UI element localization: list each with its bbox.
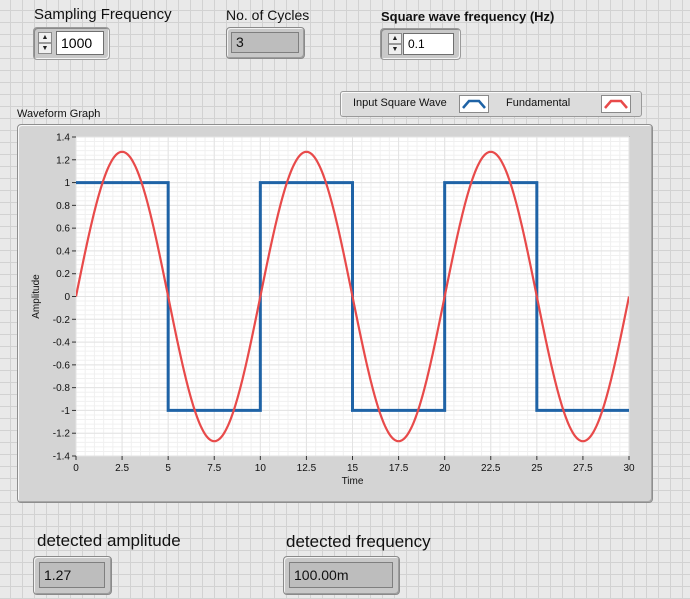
square-wave-frequency-input[interactable]: 0.1 (403, 33, 454, 55)
decrement-arrow-icon[interactable]: ▼ (39, 43, 51, 53)
x-tick-label: 17.5 (389, 463, 409, 474)
detected-amplitude-label: detected amplitude (37, 531, 181, 550)
graph-title: Waveform Graph (17, 108, 101, 120)
square-wave-frequency-control: ▲ ▼ 0.1 (380, 28, 461, 60)
legend-label-input-square-wave: Input Square Wave (353, 97, 447, 109)
detected-frequency-value: 100.00m (289, 562, 393, 588)
sampling-frequency-control: ▲ ▼ 1000 (33, 27, 110, 60)
detected-frequency-label: detected frequency (286, 532, 431, 551)
y-tick-label: 0 (64, 292, 70, 303)
line-swatch-icon (462, 99, 486, 109)
square-wave-frequency-label: Square wave frequency (Hz) (381, 9, 555, 24)
num-cycles-value: 3 (231, 32, 299, 53)
x-tick-label: 2.5 (115, 463, 129, 474)
legend-swatch-fundamental[interactable] (601, 95, 631, 113)
num-cycles-indicator: 3 (226, 27, 305, 59)
y-tick-label: 1 (64, 178, 70, 189)
y-tick-label: -1 (61, 406, 70, 417)
waveform-plot[interactable]: 0 2.5 5 7.5 10 12.5 15 17.5 20 22.5 25 27.5 301.41.2… (18, 125, 652, 502)
y-tick-label: 0.4 (56, 246, 70, 257)
x-tick-label: 7.5 (207, 463, 221, 474)
y-tick-label: -1.2 (53, 429, 71, 440)
waveform-graph[interactable]: 0 2.5 5 7.5 10 12.5 15 17.5 20 22.5 25 27.5 30 1.4 1.2… (17, 124, 653, 503)
sampling-frequency-input[interactable]: 1000 (56, 31, 104, 55)
detected-frequency-indicator: 100.00m (283, 556, 400, 595)
plot-legend[interactable]: Input Square Wave Fundamental (340, 91, 642, 117)
y-axis-label: Amplitude (31, 274, 42, 319)
x-tick-label: 30 (623, 463, 635, 474)
y-tick-label: 0.8 (56, 201, 70, 212)
x-tick-label: 25 (531, 463, 543, 474)
sampling-frequency-label: Sampling Frequency (34, 6, 172, 23)
detected-amplitude-value: 1.27 (39, 562, 105, 588)
x-tick-label: 27.5 (573, 463, 593, 474)
y-tick-label: 0.6 (56, 224, 70, 235)
increment-arrow-icon[interactable]: ▲ (39, 33, 51, 43)
x-tick-label: 22.5 (481, 463, 501, 474)
y-tick-label: -0.6 (53, 360, 71, 371)
x-tick-label: 5 (165, 463, 171, 474)
x-axis-label: Time (342, 476, 364, 487)
sampling-frequency-spinner[interactable]: ▲ ▼ (38, 32, 52, 54)
y-tick-label: 1.2 (56, 155, 70, 166)
y-tick-label: -0.4 (53, 338, 71, 349)
legend-label-fundamental: Fundamental (506, 97, 571, 109)
x-tick-label: 10 (255, 463, 267, 474)
x-tick-label: 0 (73, 463, 79, 474)
y-tick-label: 1.4 (56, 133, 70, 144)
y-tick-label: -1.4 (53, 452, 71, 463)
num-cycles-label: No. of Cycles (226, 7, 310, 23)
legend-swatch-input-square-wave[interactable] (459, 95, 489, 113)
square-wave-frequency-spinner[interactable]: ▲ ▼ (388, 33, 402, 55)
decrement-arrow-icon[interactable]: ▼ (389, 44, 401, 54)
x-tick-label: 20 (439, 463, 451, 474)
line-swatch-icon (604, 99, 628, 109)
increment-arrow-icon[interactable]: ▲ (389, 34, 401, 44)
x-tick-label: 12.5 (297, 463, 317, 474)
x-tick-label: 15 (347, 463, 359, 474)
series-line-fundamental (76, 150, 629, 443)
y-tick-label: -0.2 (53, 315, 71, 326)
detected-amplitude-indicator: 1.27 (33, 556, 112, 595)
y-tick-label: 0.2 (56, 269, 70, 280)
y-tick-label: -0.8 (53, 383, 71, 394)
